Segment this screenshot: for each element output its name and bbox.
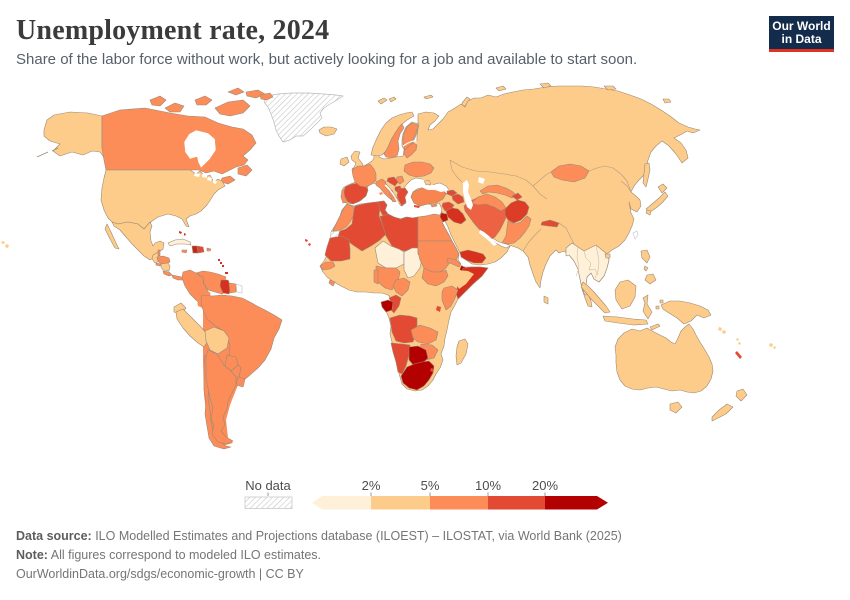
svg-text:2%: 2%: [362, 478, 381, 493]
svg-text:20%: 20%: [532, 478, 558, 493]
svg-text:No data: No data: [245, 478, 291, 493]
svg-text:10%: 10%: [475, 478, 501, 493]
svg-text:5%: 5%: [421, 478, 440, 493]
